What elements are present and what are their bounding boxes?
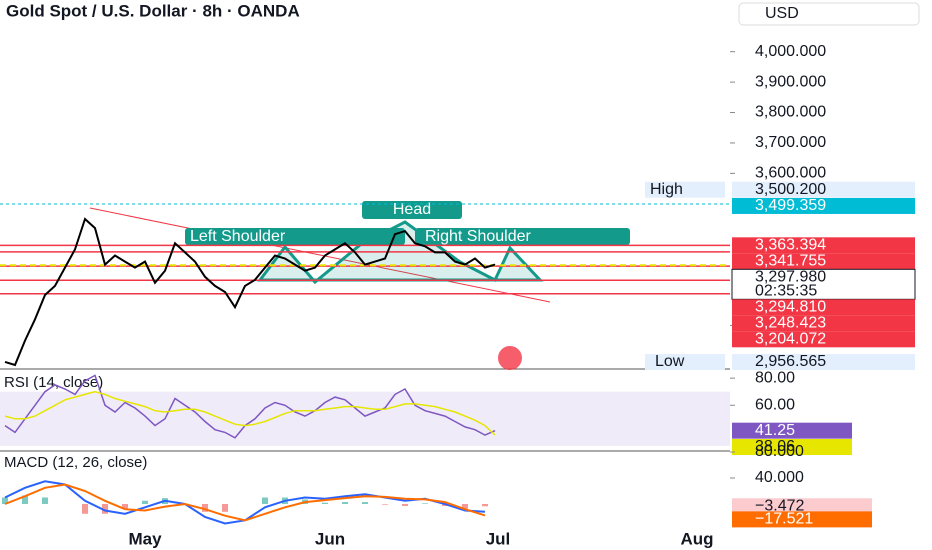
x-tick-label: Jun <box>315 529 345 548</box>
currency-button[interactable] <box>738 2 920 26</box>
rsi-line <box>4 390 496 436</box>
high-label: 3,500.200 <box>755 181 826 198</box>
macd-histogram-bar <box>222 504 228 512</box>
macd-histogram-bar <box>402 504 408 506</box>
annotation-box <box>415 228 630 245</box>
rsi-band <box>0 391 730 446</box>
y-tick-label: 3,600.000 <box>755 165 826 182</box>
level-label: 3,204.072 <box>755 331 826 348</box>
macd-signal-label: −17.521 <box>755 511 813 528</box>
countdown-label: 02:35:35 <box>755 283 817 300</box>
macd-histogram-bar <box>362 502 368 504</box>
macd-histogram-bar <box>462 504 468 509</box>
rsi-value-label-box <box>732 439 852 456</box>
level-label: 3,294.810 <box>755 299 826 316</box>
low-label: 2,956.565 <box>755 353 826 370</box>
currency-label: USD <box>765 5 799 22</box>
low-label-box <box>732 354 915 370</box>
annotation-left-shoulder: Left Shoulder <box>190 228 286 245</box>
macd-histogram-bar <box>482 504 488 507</box>
macd-histogram-bar <box>202 504 208 512</box>
price-line <box>4 217 496 367</box>
annotation-box <box>362 201 462 219</box>
y-tick-label: 4,000.000 <box>755 43 826 60</box>
macd-histogram-bar <box>102 504 108 514</box>
annotation-box <box>185 228 405 245</box>
level-label-box <box>732 237 915 254</box>
macd-histogram-bar <box>122 504 128 509</box>
chart-title: Gold Spot / U.S. Dollar · 8h · OANDA <box>6 1 300 20</box>
high-label-box <box>732 181 915 198</box>
rsi-line <box>4 374 496 439</box>
marker-label: 3,499.359 <box>755 197 826 214</box>
macd-histogram-bar <box>22 495 28 504</box>
macd-histogram-bar <box>342 502 348 504</box>
level-label-box <box>732 315 915 332</box>
macd-histogram-bar <box>2 497 8 504</box>
low-name-box <box>645 354 725 370</box>
rsi-value-label: 38.06 <box>755 438 795 455</box>
level-label: 3,248.423 <box>755 315 826 332</box>
level-label: 3,363.394 <box>755 237 826 254</box>
rsi-title: RSI (14, close) <box>4 374 103 391</box>
y-tick-label: 3,700.000 <box>755 134 826 151</box>
annotation-right-shoulder: Right Shoulder <box>425 228 532 245</box>
y-tick-label: 3,800.000 <box>755 104 826 121</box>
rsi-value-label-box <box>732 422 852 439</box>
current-price-label: 3,297.980 <box>755 269 826 286</box>
macd-hist-label: −3.472 <box>755 497 804 514</box>
level-label: 3,341.755 <box>755 253 826 270</box>
y-tick-label: 80.000 <box>755 443 804 460</box>
marker-label-box <box>732 197 915 214</box>
x-tick-label: May <box>128 529 162 548</box>
level-label-box <box>732 299 915 316</box>
y-tick-label: 3,900.000 <box>755 73 826 90</box>
macd-histogram-bar <box>422 503 428 504</box>
high-name: High <box>650 181 683 198</box>
macd-histogram-bar <box>382 504 388 505</box>
macd-histogram-bar <box>42 497 48 504</box>
macd-histogram-bar <box>82 504 88 514</box>
annotation-head: Head <box>393 201 431 218</box>
macd-title: MACD (12, 26, close) <box>4 454 147 471</box>
macd-histogram-bar <box>142 500 148 504</box>
y-tick-label: 40.000 <box>755 469 804 486</box>
current-tag-box <box>731 268 916 300</box>
x-tick-label: Jul <box>486 529 511 548</box>
rsi-value-label: 41.25 <box>755 422 795 439</box>
macd-histogram-bar <box>262 497 268 504</box>
macd-signal-label-box <box>732 511 872 528</box>
level-label-box <box>732 253 915 270</box>
macd-hist-label-box <box>732 498 872 515</box>
y-tick-label: 80.00 <box>755 369 795 386</box>
macd-line <box>4 483 486 522</box>
macd-histogram-bar <box>322 502 328 504</box>
trendline <box>89 207 551 303</box>
x-tick-label: Aug <box>680 529 713 548</box>
logo <box>498 346 522 370</box>
high-name-box <box>645 181 725 198</box>
y-tick-label: 60.00 <box>755 396 795 413</box>
low-name: Low <box>655 353 685 370</box>
level-label-box <box>732 331 915 348</box>
